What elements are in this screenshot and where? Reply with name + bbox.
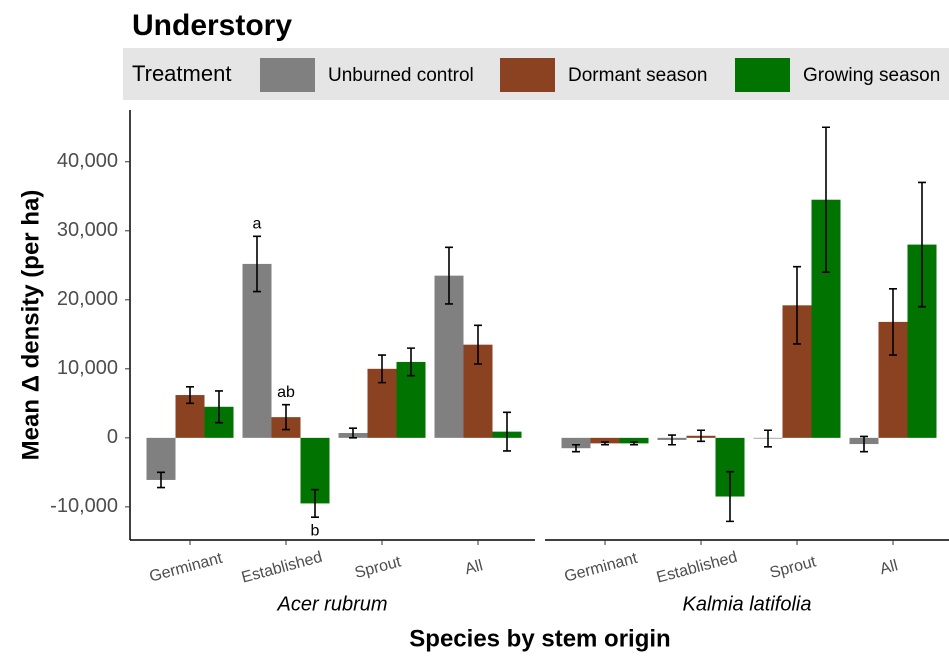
error-bar	[630, 441, 638, 446]
error-bar	[860, 435, 868, 453]
x-tick-label: Established	[240, 549, 324, 587]
error-bar	[378, 354, 386, 384]
y-tick-label: 0	[107, 426, 118, 448]
annotation: b	[311, 522, 320, 539]
error-bar	[697, 429, 705, 443]
error-bar	[474, 324, 482, 365]
bar	[561, 437, 591, 449]
error-bar	[668, 434, 676, 446]
y-tick-label: 40,000	[57, 150, 118, 172]
error-bar	[186, 385, 194, 405]
error-bar	[215, 390, 223, 424]
error-bar	[311, 488, 319, 519]
bar	[590, 437, 620, 444]
legend-swatch	[735, 58, 790, 92]
legend-title: Treatment	[132, 61, 231, 86]
y-tick-label: 20,000	[57, 288, 118, 310]
error-bar	[726, 470, 734, 523]
legend-label: Unburned control	[328, 65, 474, 86]
error-bar	[282, 403, 290, 431]
facet-label: Acer rubrum	[276, 593, 387, 615]
x-tick-label: Sprout	[353, 553, 403, 582]
y-tick-label: 10,000	[57, 357, 118, 379]
error-bar	[503, 411, 511, 452]
legend-label: Growing season	[803, 65, 940, 86]
x-axis-label: Species by stem origin	[409, 625, 670, 652]
error-bar	[601, 441, 609, 446]
legend-swatch	[500, 58, 555, 92]
error-bar	[793, 265, 801, 345]
legend-label: Dormant season	[568, 65, 707, 86]
x-tick-label: Germinant	[148, 550, 225, 586]
y-tick-label: -10,000	[50, 495, 118, 517]
chart-title: Understory	[132, 9, 292, 42]
x-tick-label: All	[463, 557, 485, 578]
annotation: ab	[277, 384, 295, 401]
y-tick-label: 30,000	[57, 219, 118, 241]
x-tick-label: Sprout	[768, 553, 818, 582]
error-bar	[445, 246, 453, 305]
legend-swatch	[260, 58, 315, 92]
y-axis-label: Mean Δ density (per ha)	[17, 190, 44, 461]
error-bar	[349, 427, 357, 439]
error-bar	[157, 471, 165, 489]
x-tick-label: All	[878, 557, 900, 578]
bar	[619, 437, 649, 444]
bar	[242, 263, 272, 438]
x-tick-label: Germinant	[563, 550, 640, 586]
x-tick-label: Established	[655, 549, 739, 587]
annotation: a	[253, 216, 262, 233]
error-bar	[253, 235, 261, 293]
error-bar	[889, 287, 897, 356]
facet-label: Kalmia latifolia	[683, 593, 812, 615]
error-bar	[822, 126, 830, 273]
error-bar	[764, 429, 772, 448]
error-bar	[572, 443, 580, 453]
error-bar	[918, 181, 926, 308]
error-bar	[407, 347, 415, 377]
